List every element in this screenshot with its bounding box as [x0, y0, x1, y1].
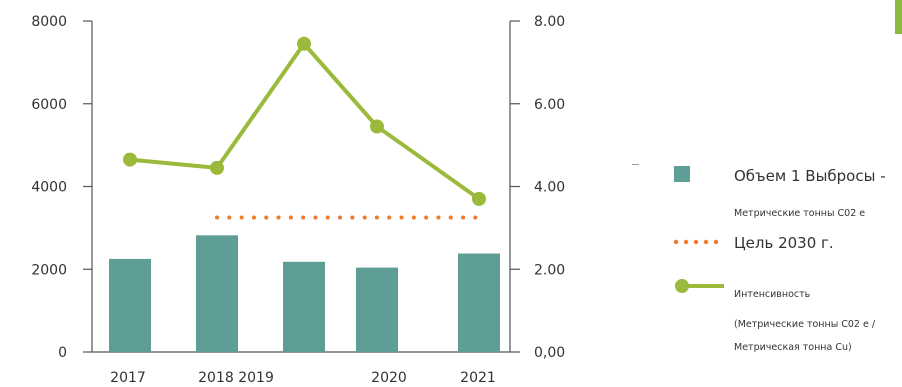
legend-bar-title: Объем 1 Выбросы - — [734, 167, 886, 185]
intensity-point — [123, 152, 137, 167]
left-axis-tick-label: 0 — [58, 345, 67, 361]
right-axis-tick-label: 2.00 — [534, 262, 565, 278]
intensity-point — [210, 160, 224, 175]
bar — [458, 253, 500, 352]
legend-target-dot — [703, 239, 709, 245]
left-y-axis: 0 2000 4000 6000 8000 — [31, 14, 510, 361]
intensity-point — [370, 119, 384, 134]
legend-dash-mark — [632, 164, 639, 165]
left-axis-tick-label: 8000 — [31, 14, 67, 30]
intensity-point — [472, 191, 486, 206]
corner-accent-mark — [895, 0, 902, 34]
legend-target-swatch — [673, 239, 719, 245]
right-axis-tick-label: 8.00 — [534, 14, 565, 30]
legend-bar-swatch — [674, 166, 690, 182]
bar — [196, 235, 238, 352]
legend-target-dot — [673, 239, 679, 245]
legend-target-dot — [713, 239, 719, 245]
legend-target-title: Цель 2030 г. — [734, 234, 834, 252]
bar-series — [109, 235, 500, 352]
left-axis-tick-label: 6000 — [31, 97, 67, 113]
right-axis-tick-label: 6.00 — [534, 97, 565, 113]
legend-line-subtitle-2: Метрическая тонна Cu) — [734, 342, 852, 353]
intensity-point — [297, 36, 311, 51]
x-tick-label: 2021 — [460, 370, 496, 386]
legend-line-swatch — [675, 279, 724, 293]
legend-target-dot — [683, 239, 689, 245]
bar — [109, 258, 151, 352]
right-axis-tick-label: 0,00 — [534, 345, 565, 361]
x-axis-labels: 2017 2018 2019 2020 2021 — [110, 370, 496, 386]
legend-target-dot — [693, 239, 699, 245]
intensity-line — [129, 41, 481, 201]
x-tick-label: 2017 — [110, 370, 146, 386]
left-axis-tick-label: 2000 — [31, 262, 67, 278]
x-tick-label: 2018 2019 — [198, 370, 274, 386]
bar — [356, 267, 398, 352]
legend-bar-subtitle: Метрические тонны C02 e — [734, 208, 866, 219]
right-y-axis: 0,00 2.00 4.00 6.00 8.00 — [509, 14, 565, 361]
right-axis-tick-label: 4.00 — [534, 180, 565, 196]
intensity-series — [123, 36, 486, 206]
x-tick-label: 2020 — [371, 370, 407, 386]
legend-line-title: Интенсивность — [734, 289, 811, 300]
bar — [283, 261, 325, 352]
left-axis-tick-label: 4000 — [31, 180, 67, 196]
legend-line-subtitle-1: (Метрические тонны C02 e / — [734, 319, 876, 330]
